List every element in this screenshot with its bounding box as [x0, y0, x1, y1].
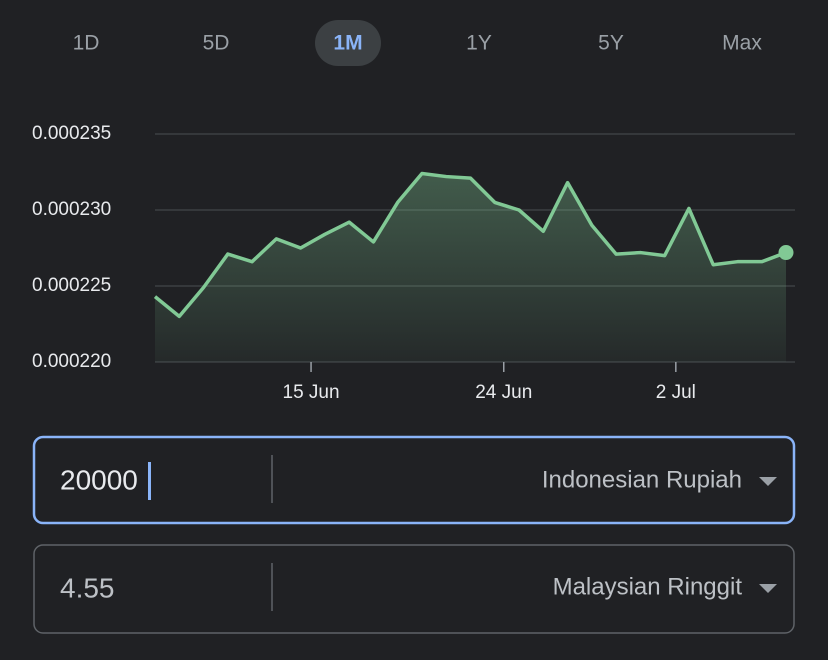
- text-cursor: [148, 462, 151, 500]
- range-tab[interactable]: 1Y: [466, 32, 492, 55]
- dropdown-arrow[interactable]: [759, 584, 777, 593]
- from-amount[interactable]: 20000: [60, 464, 138, 495]
- range-tab[interactable]: 5D: [203, 32, 230, 55]
- from-currency[interactable]: Indonesian Rupiah: [542, 466, 742, 493]
- range-tab[interactable]: Max: [722, 32, 762, 55]
- chart: 0.000220 0.000225 0.000230 0.000235 15 Jun 24…: [32, 123, 795, 403]
- end-point: [778, 245, 794, 261]
- to-currency[interactable]: Malaysian Ringgit: [553, 573, 743, 600]
- selected-tab-pill: [315, 20, 381, 66]
- range-tab[interactable]: 5Y: [598, 32, 624, 55]
- y-tick-label: 0.000220: [32, 351, 111, 372]
- to-amount[interactable]: 4.55: [60, 572, 115, 603]
- line: [153, 171, 787, 319]
- y-tick-label: 0.000235: [32, 123, 111, 144]
- range-tabs: 1D 5D 1M 1Y 5Y Max: [73, 20, 762, 66]
- y-tick-label: 0.000230: [32, 199, 111, 220]
- x-tick-label: 2 Jul: [656, 382, 696, 403]
- y-tick-label: 0.000225: [32, 275, 111, 296]
- x-tick-label: 24 Jun: [475, 382, 532, 403]
- dropdown-arrow[interactable]: [759, 477, 777, 486]
- range-tab[interactable]: 1D: [73, 32, 100, 55]
- from-field[interactable]: [32, 435, 796, 525]
- to-field[interactable]: [33, 544, 795, 634]
- area: [155, 173, 786, 362]
- range-tab[interactable]: 1M: [333, 32, 362, 55]
- x-tick-label: 15 Jun: [283, 382, 340, 403]
